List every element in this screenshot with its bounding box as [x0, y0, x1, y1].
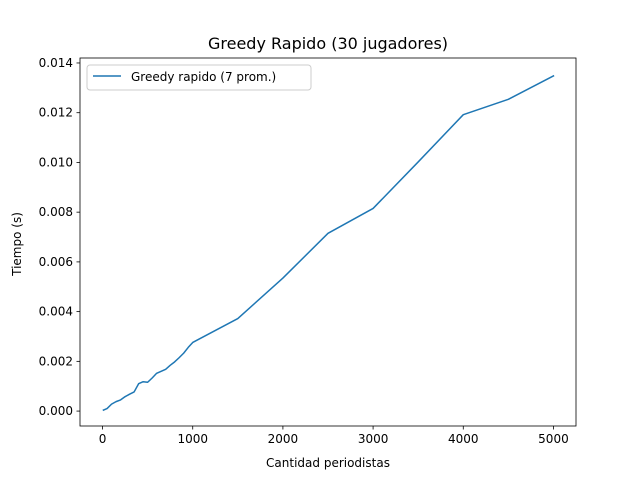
x-tick-label: 1000 [177, 432, 208, 446]
y-tick-label: 0.010 [39, 155, 73, 169]
legend-series-label: Greedy rapido (7 prom.) [131, 70, 276, 84]
x-axis-label: Cantidad periodistas [266, 456, 390, 470]
y-tick-label: 0.006 [39, 255, 73, 269]
legend: Greedy rapido (7 prom.) [86, 64, 312, 91]
series-line-greedy-rapido [102, 74, 555, 412]
y-tick-label: 0.012 [39, 106, 73, 120]
y-tick-label: 0.000 [39, 404, 73, 418]
series-layer [102, 74, 555, 412]
x-tick-label: 0 [99, 432, 107, 446]
x-axis-ticks: 0 1000 2000 3000 4000 5000 [99, 426, 569, 446]
plot-frame [79, 57, 577, 427]
y-axis-label: Tiempo (s) [10, 212, 24, 277]
x-tick-label: 5000 [538, 432, 569, 446]
legend-box [86, 64, 312, 91]
x-tick-label: 3000 [358, 432, 389, 446]
y-tick-label: 0.004 [39, 305, 73, 319]
chart-title: Greedy Rapido (30 jugadores) [208, 34, 448, 53]
y-axis-ticks: 0.000 0.002 0.004 0.006 0.008 0.010 0.012 0.014 [39, 56, 80, 418]
y-tick-label: 0.014 [39, 56, 73, 70]
y-tick-label: 0.002 [39, 354, 73, 368]
x-tick-label: 2000 [268, 432, 299, 446]
y-tick-label: 0.008 [39, 205, 73, 219]
x-tick-label: 4000 [448, 432, 479, 446]
